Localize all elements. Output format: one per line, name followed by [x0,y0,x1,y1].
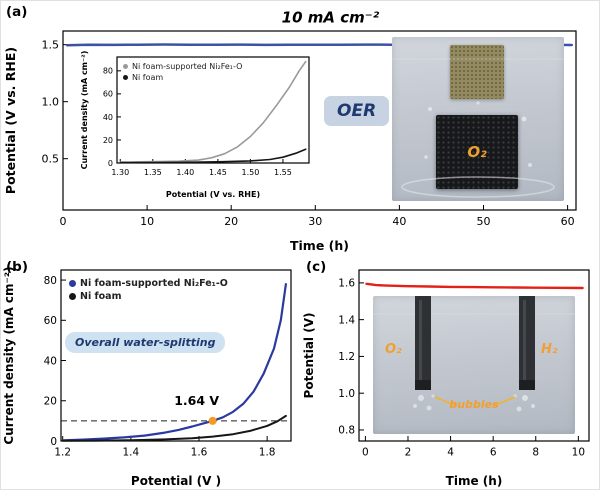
photo-a-decoration [392,58,564,198]
legend-label: Ni foam-supported Ni₂Fe₁-O [132,62,243,71]
legend-swatch [69,280,76,287]
svg-text:Current density (mA cm⁻²): Current density (mA cm⁻²) [2,266,16,444]
svg-text:10: 10 [140,215,154,228]
svg-text:1.6: 1.6 [338,278,355,290]
svg-text:10: 10 [572,447,585,459]
legend-item-nife: Ni foam-supported Ni₂Fe₁-O [123,62,242,71]
svg-text:50: 50 [476,215,490,228]
legend-item-nifoam: Ni foam [123,73,242,82]
svg-text:2: 2 [405,447,412,459]
photo-two-electrode-cell: O₂ H₂ bubbles [373,296,575,434]
panel-a-label: (a) [6,4,28,20]
svg-text:40: 40 [44,355,57,367]
inset-legend: Ni foam-supported Ni₂Fe₁-O Ni foam [123,62,242,82]
photo-o2-label: O₂ [385,342,402,357]
svg-text:1.30: 1.30 [111,168,129,177]
svg-text:1.35: 1.35 [144,168,162,177]
svg-text:0.8: 0.8 [338,425,355,437]
svg-text:20: 20 [224,215,238,228]
svg-text:20: 20 [103,136,113,145]
svg-text:20: 20 [44,396,57,408]
legend-swatch [123,64,128,69]
panel-a-inset-chart: 1.30 1.35 1.40 1.45 1.50 1.55 0 20 40 60 80 Potenti… [77,51,317,203]
svg-text:1.55: 1.55 [274,168,292,177]
svg-text:80: 80 [103,67,113,76]
svg-text:1.64 V: 1.64 V [174,393,219,408]
legend-label: Ni foam [132,73,164,82]
panel-b-chart: 1.2 1.4 1.6 1.8 0 20 40 60 80 Potential (V ) Curre… [2,266,292,488]
svg-text:0: 0 [108,159,113,168]
svg-text:0: 0 [60,215,67,228]
electrode-tan [450,45,504,99]
photo-h2-label: H₂ [541,342,558,357]
svg-text:1.40: 1.40 [176,168,194,177]
svg-text:1.0: 1.0 [338,388,355,400]
svg-text:40: 40 [103,113,113,122]
panel-b-legend: Ni foam-supported Ni₂Fe₁-O Ni foam [69,278,228,302]
svg-text:Potential (V): Potential (V) [302,313,316,399]
legend-swatch [123,75,128,80]
panel-a-chart: 0 10 20 30 40 50 60 0.5 1.0 1.5 Time (h) Potential … [3,9,577,253]
panel-b: (b) 1.2 1.4 1.6 1.8 0 20 40 60 80 Potential (V ) C… [1,256,301,489]
svg-text:0: 0 [362,447,369,459]
panel-c-label: (c) [306,259,327,275]
photo-c-decoration [373,296,575,412]
svg-text:Potential (V vs. RHE): Potential (V vs. RHE) [3,47,18,194]
svg-text:1.4: 1.4 [123,447,140,459]
legend-item-nife: Ni foam-supported Ni₂Fe₁-O [69,278,228,289]
legend-swatch [69,293,76,300]
legend-label: Ni foam [80,291,122,302]
svg-text:1.2: 1.2 [54,447,71,459]
photo-bubbles-label: bubbles [449,398,499,411]
svg-text:1.6: 1.6 [191,447,208,459]
svg-text:8: 8 [532,447,539,459]
oer-badge: OER [324,96,390,126]
overall-water-splitting-badge: Overall water-splitting [65,332,226,353]
svg-text:Time (h): Time (h) [290,238,349,253]
svg-text:40: 40 [392,215,406,228]
svg-text:0.5: 0.5 [42,153,60,166]
panel-c: (c) 0 2 4 6 8 10 0.8 1.0 1.2 1.4 1.6 Time (h) Potent… [301,256,599,489]
panel-b-label: (b) [6,259,29,275]
svg-text:1.2: 1.2 [338,351,355,363]
svg-text:60: 60 [561,215,575,228]
svg-text:1.8: 1.8 [259,447,276,459]
photo-oer-electrodes: O₂ [392,37,564,201]
panel-a: (a) 0 10 20 30 40 50 60 0.5 1.0 1.5 Time (h) Potent… [1,1,599,256]
svg-text:1.5: 1.5 [42,39,60,52]
svg-text:1.4: 1.4 [338,314,355,326]
svg-text:80: 80 [44,275,57,287]
svg-text:0: 0 [50,436,57,448]
svg-text:Potential (V vs. RHE): Potential (V vs. RHE) [166,190,260,199]
svg-text:60: 60 [44,315,57,327]
svg-text:30: 30 [308,215,322,228]
svg-text:1.0: 1.0 [42,96,60,109]
svg-text:Potential (V ): Potential (V ) [131,474,221,488]
svg-text:4: 4 [447,447,454,459]
svg-text:10 mA cm⁻²: 10 mA cm⁻² [282,9,380,27]
legend-item-nifoam: Ni foam [69,291,228,302]
svg-text:6: 6 [490,447,497,459]
svg-text:1.50: 1.50 [242,168,260,177]
svg-text:Time (h): Time (h) [446,474,503,488]
svg-text:60: 60 [103,90,113,99]
legend-label: Ni foam-supported Ni₂Fe₁-O [80,278,228,289]
svg-text:Current density (mA cm⁻²): Current density (mA cm⁻²) [80,51,89,169]
photo-o2-label: O₂ [467,143,487,161]
panel-c-chart: 0 2 4 6 8 10 0.8 1.0 1.2 1.4 1.6 Time (h) Potential … [302,269,590,488]
svg-text:1.45: 1.45 [209,168,227,177]
